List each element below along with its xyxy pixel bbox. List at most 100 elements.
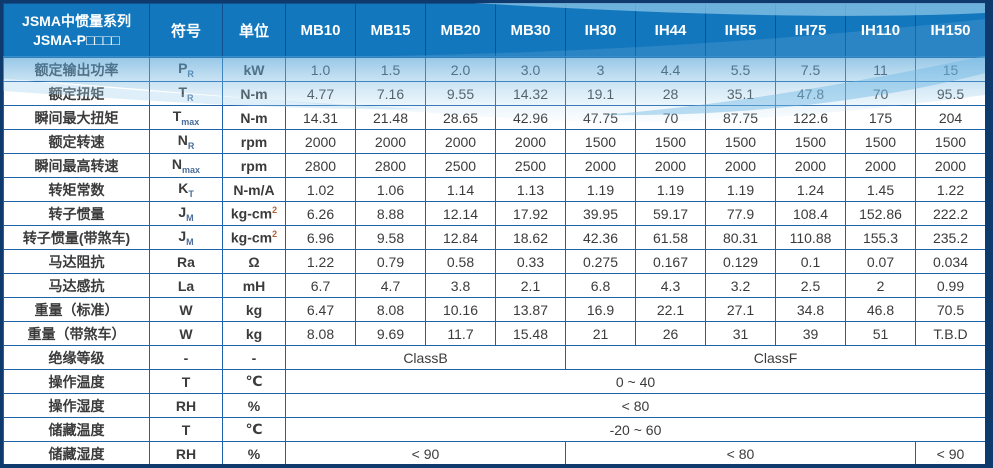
value-cell: T.B.D [915, 321, 985, 346]
merged-value-cell: 0 ~ 40 [285, 369, 985, 394]
row-label: 马达感抗 [3, 273, 150, 298]
value-cell: 6.26 [285, 201, 356, 226]
col-header-ih110: IH110 [845, 3, 916, 58]
value-cell: 1.22 [915, 177, 985, 202]
merged-value-cell: < 90 [915, 441, 985, 464]
symbol-cell: PR [149, 57, 223, 82]
value-cell: 21 [565, 321, 636, 346]
col-header-ih75: IH75 [775, 3, 846, 58]
value-cell: 16.9 [565, 297, 636, 322]
value-cell: 47.8 [775, 81, 846, 106]
value-cell: 2000 [425, 129, 496, 154]
value-cell: 80.31 [705, 225, 776, 250]
value-cell: 7.5 [775, 57, 846, 82]
value-cell: 2.1 [495, 273, 566, 298]
row-label: 操作温度 [3, 369, 150, 394]
table-row: 操作湿度 RH% < 80 [3, 393, 985, 418]
value-cell: 46.8 [845, 297, 916, 322]
value-cell: 11 [845, 57, 916, 82]
value-cell: 31 [705, 321, 776, 346]
value-cell: 2800 [285, 153, 356, 178]
value-cell: 0.79 [355, 249, 426, 274]
unit-cell: kg [222, 297, 286, 322]
value-cell: 22.1 [635, 297, 706, 322]
symbol-cell: RH [149, 393, 223, 418]
table-row: 操作温度 T ℃ 0 ~ 40 [3, 369, 985, 394]
value-cell: 1500 [635, 129, 706, 154]
value-cell: 108.4 [775, 201, 846, 226]
value-cell: 9.69 [355, 321, 426, 346]
value-cell: 155.3 [845, 225, 916, 250]
symbol-cell: NR [149, 129, 223, 154]
unit-cell: rpm [222, 153, 286, 178]
row-label: 额定转速 [3, 129, 150, 154]
value-cell: 2500 [425, 153, 496, 178]
value-cell: 6.7 [285, 273, 356, 298]
row-label: 重量（标准） [3, 297, 150, 322]
value-cell: 14.32 [495, 81, 566, 106]
value-cell: 1500 [775, 129, 846, 154]
value-cell: 0.034 [915, 249, 985, 274]
symbol-cell: JM [149, 201, 223, 226]
col-header-mb10: MB10 [285, 3, 356, 58]
value-cell: 77.9 [705, 201, 776, 226]
spec-table-body: 额定输出功率 PR kW 1.0 1.5 2.0 3.0 3 4.4 5.5 7.5 11 15 额定扭矩… [3, 57, 985, 464]
value-cell: 3.8 [425, 273, 496, 298]
value-cell: 2000 [565, 153, 636, 178]
table-row: 额定扭矩 TR N-m 4.77 7.16 9.55 14.32 19.1 28 35.1 47.8… [3, 81, 985, 106]
value-cell: 2000 [705, 153, 776, 178]
value-cell: 59.17 [635, 201, 706, 226]
value-cell: 47.75 [565, 105, 636, 130]
value-cell: 2000 [495, 129, 566, 154]
value-cell: 70 [635, 105, 706, 130]
table-row: 马达感抗 La mH 6.7 4.7 3.8 2.1 6.8 4.3 3.2 2.5 2 0.99 [3, 273, 985, 298]
value-cell: 2000 [355, 129, 426, 154]
value-cell: 235.2 [915, 225, 985, 250]
value-cell: 7.16 [355, 81, 426, 106]
value-cell: 34.8 [775, 297, 846, 322]
value-cell: 70 [845, 81, 916, 106]
row-label: 重量（带煞车） [3, 321, 150, 346]
row-label: 额定输出功率 [3, 57, 150, 82]
unit-cell: mH [222, 273, 286, 298]
series-title-line1: JSMA中惯量系列 [22, 12, 131, 29]
table-row: 额定输出功率 PR kW 1.0 1.5 2.0 3.0 3 4.4 5.5 7.5 11 15 [3, 57, 985, 82]
col-header-ih30: IH30 [565, 3, 636, 58]
value-cell: 0.1 [775, 249, 846, 274]
row-label: 瞬间最大扭矩 [3, 105, 150, 130]
unit-cell: Ω [222, 249, 286, 274]
col-header-ih150: IH150 [915, 3, 985, 58]
symbol-cell: W [149, 321, 223, 346]
value-cell: 42.96 [495, 105, 566, 130]
value-cell: 204 [915, 105, 985, 130]
value-cell: 0.33 [495, 249, 566, 274]
table-row: 马达阻抗 Ra Ω 1.22 0.79 0.58 0.33 0.275 0.167 0.129 0.… [3, 249, 985, 274]
value-cell: 1.19 [705, 177, 776, 202]
row-label: 转子惯量 [3, 201, 150, 226]
value-cell: 0.99 [915, 273, 985, 298]
spec-table: JSMA中惯量系列 JSMA-P□□□□ 符号 单位 MB10 MB15 MB2… [3, 3, 985, 464]
value-cell: 0.58 [425, 249, 496, 274]
value-cell: 1.19 [635, 177, 706, 202]
value-cell: 11.7 [425, 321, 496, 346]
value-cell: 2000 [635, 153, 706, 178]
value-cell: 1500 [915, 129, 985, 154]
col-header-ih55: IH55 [705, 3, 776, 58]
value-cell: 28 [635, 81, 706, 106]
unit-cell: N-m/A [222, 177, 286, 202]
value-cell: 3.2 [705, 273, 776, 298]
value-cell: 2800 [355, 153, 426, 178]
value-cell: 6.8 [565, 273, 636, 298]
symbol-cell: W [149, 297, 223, 322]
row-label: 额定扭矩 [3, 81, 150, 106]
value-cell: 0.129 [705, 249, 776, 274]
value-cell: 42.36 [565, 225, 636, 250]
symbol-cell: RH [149, 441, 223, 464]
value-cell: 17.92 [495, 201, 566, 226]
row-label: 储藏温度 [3, 417, 150, 442]
value-cell: 1.14 [425, 177, 496, 202]
value-cell: 4.7 [355, 273, 426, 298]
unit-cell: % [222, 441, 286, 464]
value-cell: 51 [845, 321, 916, 346]
